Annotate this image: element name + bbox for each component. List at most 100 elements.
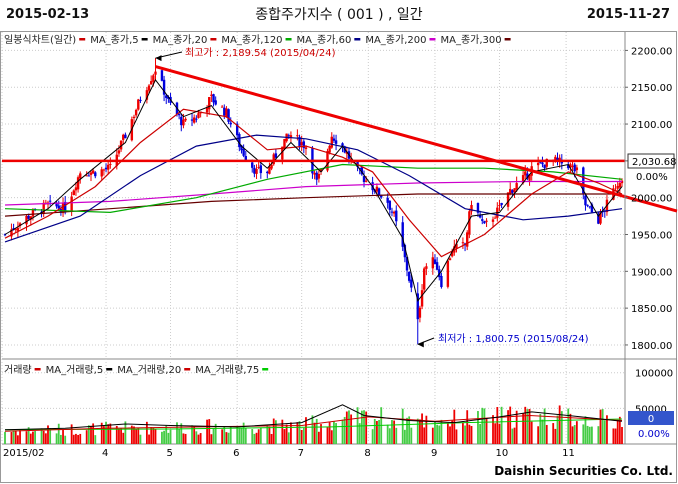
volume-bar (152, 427, 155, 444)
candle-body (29, 216, 32, 220)
volume-bar (313, 422, 316, 444)
volume-bar (287, 432, 290, 444)
volume-bar (120, 428, 122, 444)
month-label: 2015/02 (3, 448, 45, 459)
volume-bar (315, 418, 318, 444)
candle-body (466, 232, 469, 247)
candle-body (571, 165, 574, 167)
candle-body (364, 180, 368, 182)
candle-body (197, 113, 200, 118)
volume-bar (530, 421, 533, 444)
candle-body (63, 201, 67, 213)
candle-body (119, 140, 123, 150)
candle-body (154, 71, 157, 75)
candle-body (345, 151, 349, 154)
volume-bar (541, 419, 544, 444)
volume-bar (618, 416, 621, 444)
candle-body (446, 260, 450, 287)
candle-body (405, 256, 409, 271)
volume-bar (272, 418, 275, 444)
legend-swatch (285, 38, 292, 41)
start-date: 2015-02-13 (6, 7, 90, 22)
legend-swatch (210, 38, 217, 41)
volume-tick-label: 50000 (635, 404, 667, 415)
price-legend: 일봉식차트(일간) MA_종가,5 MA_종가,20 MA_종가,120 MA_종가,6… (4, 34, 511, 46)
volume-bar (302, 427, 305, 444)
candle-body (526, 173, 529, 179)
ma60-line (4, 134, 623, 243)
volume-bar (77, 434, 79, 444)
candle-body (61, 203, 65, 214)
candle-body (418, 307, 422, 318)
candle-body (72, 190, 75, 196)
volume-bar (358, 423, 361, 444)
volume-bar (373, 418, 376, 444)
volume-bar (102, 426, 105, 444)
candle-body (48, 200, 52, 202)
ma5-line (4, 78, 623, 302)
candle-body (214, 100, 217, 105)
volume-bar (55, 433, 58, 444)
candle-body (586, 204, 589, 206)
volume-bar (539, 414, 542, 444)
volume-bar (105, 421, 107, 444)
candle-body (210, 94, 213, 96)
candle-body (195, 118, 198, 120)
legend-label: MA_거래량,75 (195, 364, 259, 376)
volume-bar (440, 419, 443, 444)
volume-bar (363, 410, 365, 444)
moving-averages (4, 78, 623, 302)
volume-bar (330, 430, 333, 444)
volume-bar (436, 424, 439, 444)
month-label: 6 (233, 448, 239, 459)
candle-body (590, 204, 594, 213)
candle-body (208, 97, 211, 110)
volume-bar (597, 426, 600, 444)
candle-body (225, 108, 228, 118)
candle-body (91, 170, 95, 174)
volume-bar (182, 433, 185, 444)
candle-body (513, 188, 516, 193)
volume-bar (90, 425, 92, 444)
candle-body (257, 167, 260, 169)
volume-bar (180, 423, 183, 444)
candle-body (362, 176, 366, 182)
month-label: 8 (364, 448, 370, 459)
volume-bar (135, 429, 138, 444)
candle-body (18, 223, 22, 226)
volume-bar (419, 419, 421, 444)
volume-bar (266, 424, 269, 444)
volume-bar (296, 422, 299, 444)
volume-pct: 0.00% (638, 429, 670, 440)
legend-swatch (504, 38, 511, 41)
volume-bar (133, 426, 135, 444)
volume-bar (343, 416, 346, 444)
candle-body (289, 135, 293, 138)
month-label: 9 (431, 448, 437, 459)
candle-body (569, 164, 572, 168)
volume-bar (49, 428, 52, 444)
volume-bar (130, 425, 133, 444)
candle-body (528, 175, 531, 181)
volume-bar (479, 424, 482, 444)
volume-bar (195, 431, 198, 444)
candle-body (597, 213, 600, 224)
volume-bar (59, 434, 62, 444)
volume-bar (513, 427, 516, 444)
candle-body (70, 196, 73, 212)
low-annotation: 최저가 : 1,800.75 (2015/08/24) (438, 333, 589, 345)
candle-body (117, 150, 121, 154)
volume-bar (221, 429, 224, 444)
volume-bar (333, 421, 335, 444)
candle-body (100, 169, 103, 177)
volume-bar (464, 425, 466, 444)
volume-bar (4, 431, 6, 444)
candle-body (461, 242, 465, 244)
volume-bar (365, 411, 368, 444)
candle-body (416, 293, 419, 320)
volume-bar (12, 430, 15, 444)
candle-body (85, 175, 88, 177)
volume-bar (603, 420, 606, 444)
candle-body (253, 167, 256, 174)
